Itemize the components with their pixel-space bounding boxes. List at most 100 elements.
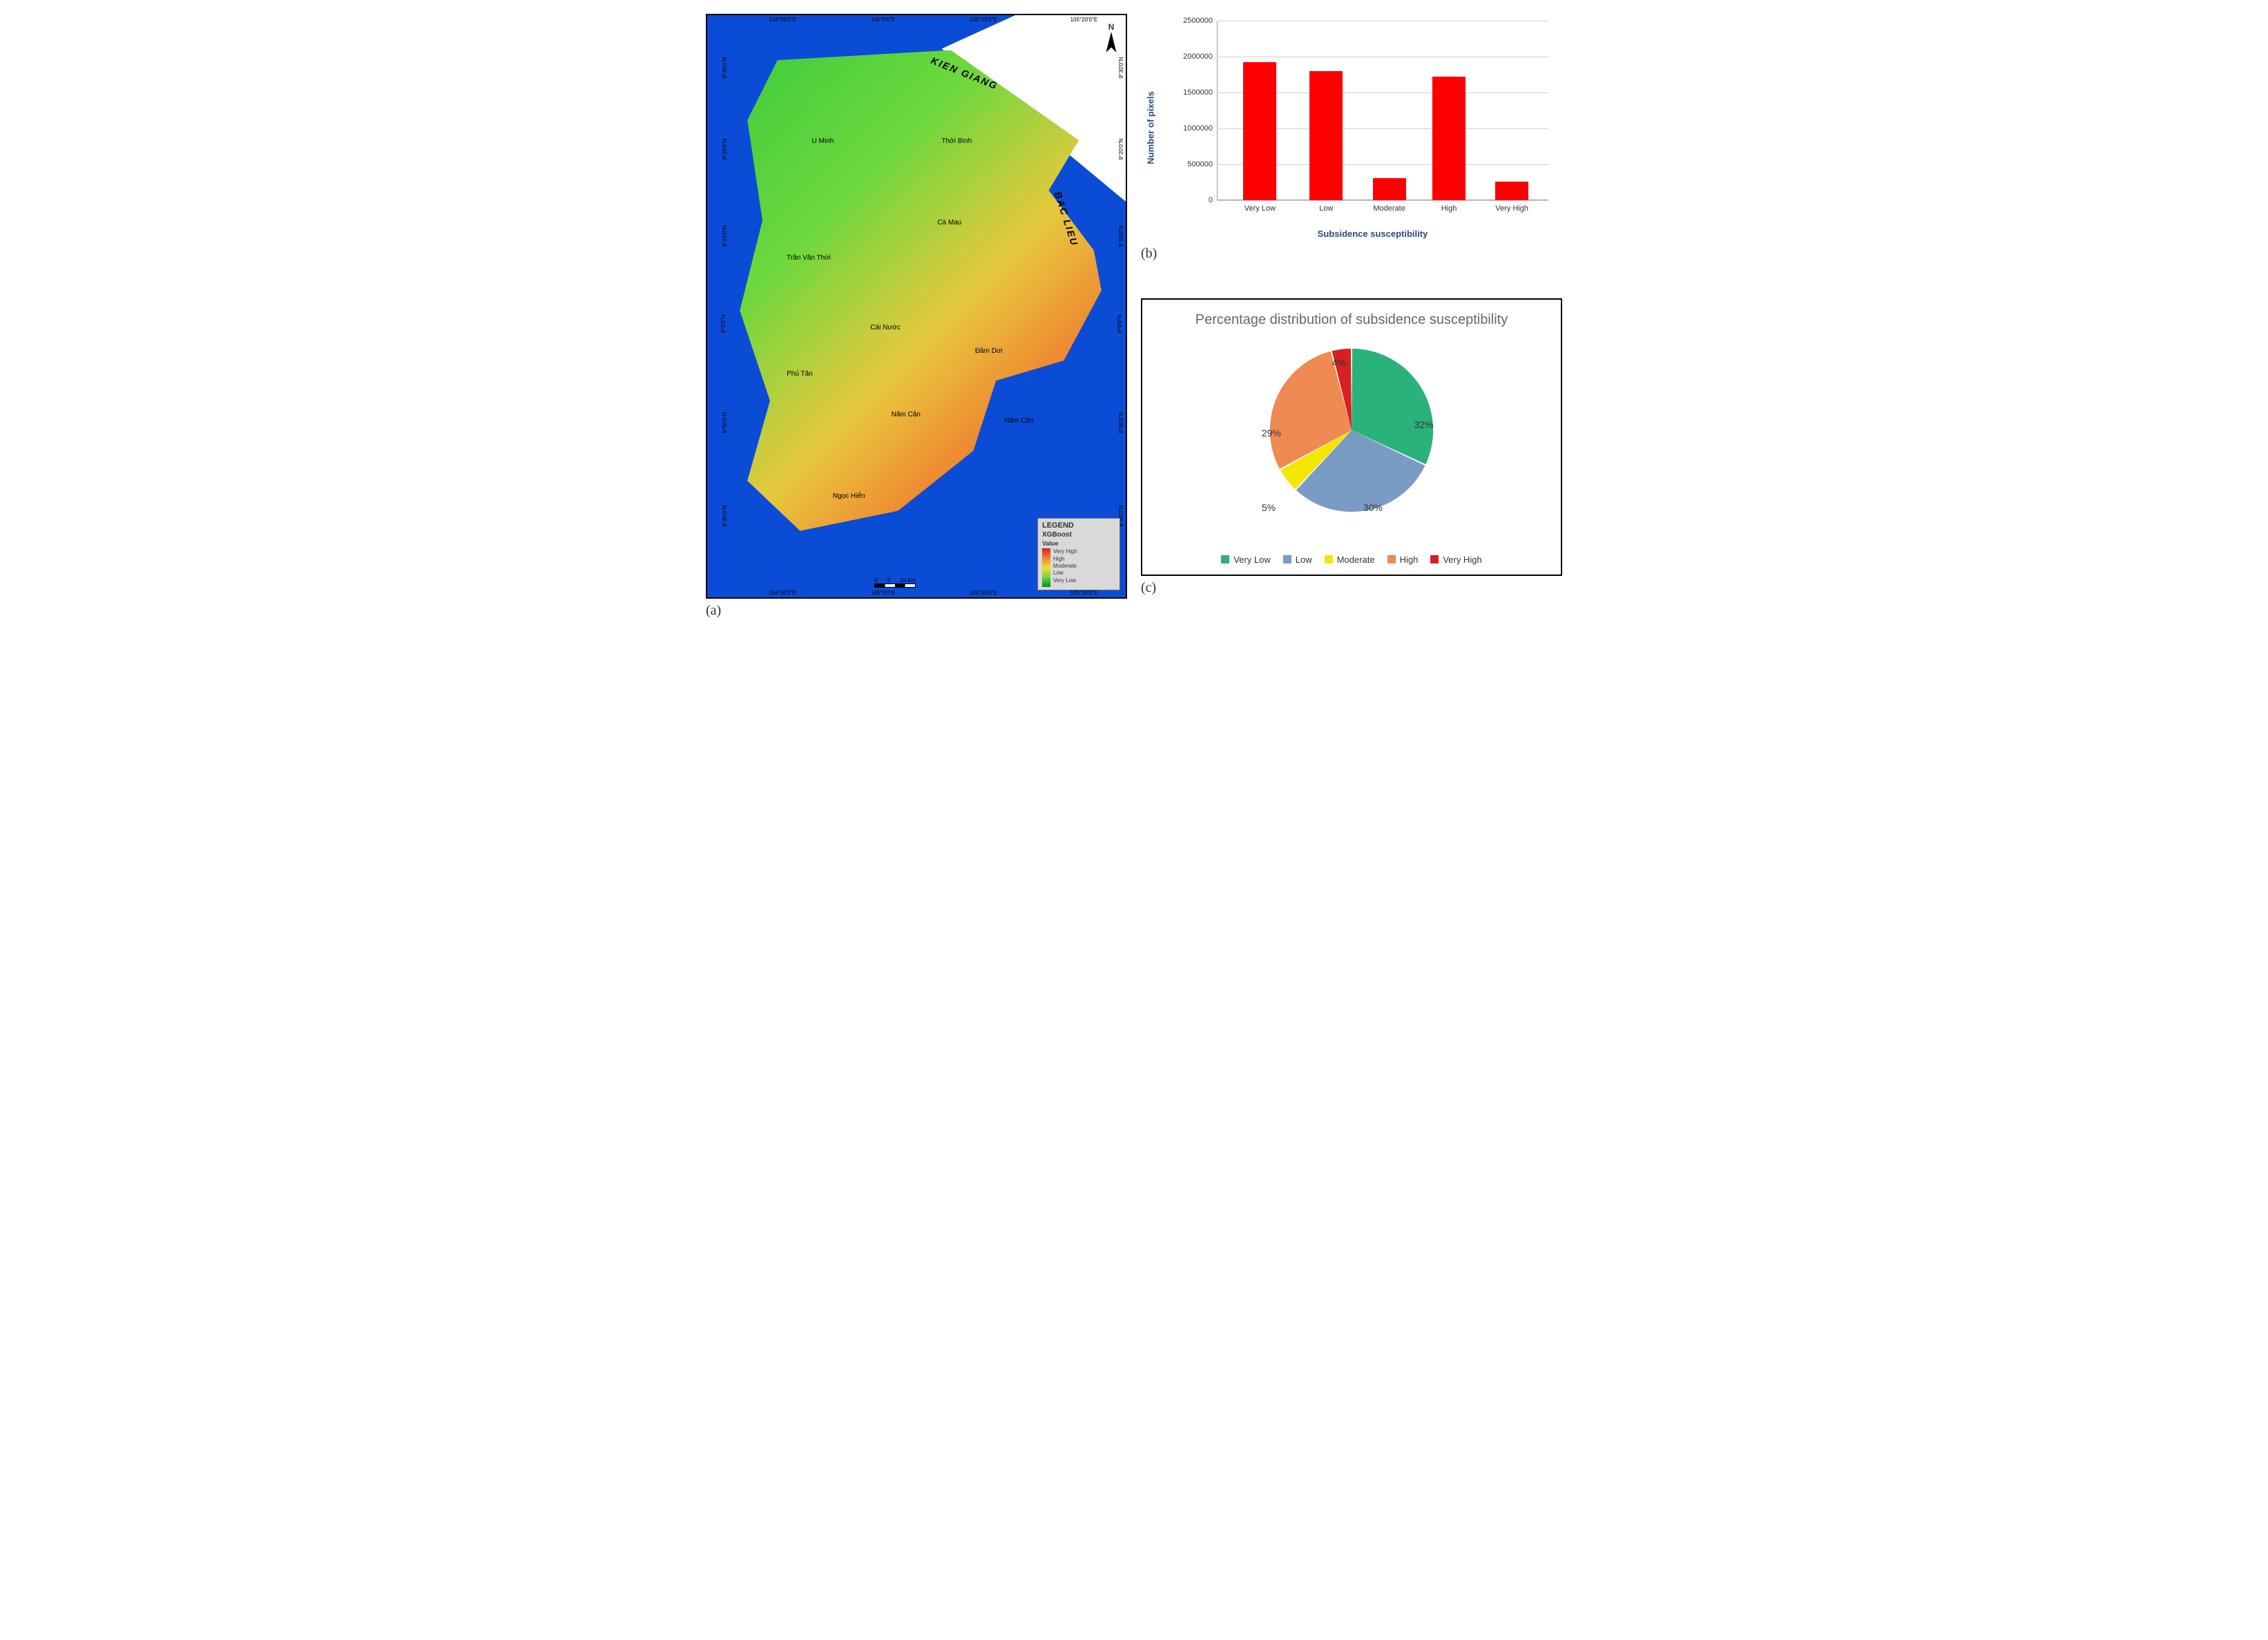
map-axis-top: 104°50'0"E 105°0'0"E 105°10'0"E 105°20'0…	[707, 17, 1126, 25]
bar-ytick: 1500000	[1183, 88, 1213, 97]
bar-xtick: High	[1441, 204, 1457, 213]
legend-swatch-icon	[1283, 555, 1291, 563]
scalebar-label: 5	[887, 577, 890, 583]
pie-pct-label: 30%	[1363, 502, 1383, 513]
pie-legend-item: Low	[1283, 554, 1312, 565]
legend-stop: Low	[1042, 570, 1115, 577]
pie-legend-label: Low	[1296, 554, 1312, 565]
legend-stop: Very High	[1042, 548, 1115, 555]
bar-chart: Number of pixels 05000001000000150000020…	[1141, 14, 1562, 242]
pie-pct-label: 29%	[1262, 427, 1281, 438]
legend-value-header: Value	[1042, 540, 1115, 547]
legend-stop: High	[1042, 556, 1115, 563]
map-legend: LEGEND XGBoost Value Very High High Mode…	[1037, 518, 1120, 590]
bar-ytick: 2500000	[1183, 17, 1213, 25]
pie-legend-label: Moderate	[1337, 554, 1375, 565]
scalebar-label: 10 Km	[900, 577, 916, 583]
map-ytick: 8°50'0"N	[722, 412, 728, 434]
legend-swatch-icon	[1221, 555, 1229, 563]
bar-ytick: 0	[1209, 196, 1213, 204]
panel-b-label: (b)	[1141, 246, 1562, 262]
bar-ytick: 500000	[1187, 160, 1213, 168]
legend-gradient-icon	[1042, 548, 1050, 587]
bar-yaxis-line	[1217, 21, 1218, 200]
map-district-label: Năm Căn	[892, 411, 921, 418]
map-frame: 104°50'0"E 105°0'0"E 105°10'0"E 105°20'0…	[706, 14, 1127, 599]
map-ytick: 9°30'0"N	[1118, 57, 1124, 78]
pie-legend-item: High	[1387, 554, 1419, 565]
bar-xtick: Very High	[1495, 204, 1528, 213]
pie-title: Percentage distribution of subsidence su…	[1156, 312, 1547, 328]
legend-swatch-icon	[1387, 555, 1396, 563]
bar-gridline	[1217, 200, 1548, 201]
map-xtick: 105°0'0"E	[871, 590, 895, 596]
bar-ytick: 2000000	[1183, 52, 1213, 61]
map-ytick: 9°20'0"N	[722, 138, 728, 160]
pie-legend: Very Low Low Moderate High Very High	[1156, 554, 1547, 565]
north-arrow-icon: N	[1104, 22, 1119, 52]
panel-c-label: (c)	[1141, 580, 1562, 596]
bar-ylabel: Number of pixels	[1146, 91, 1156, 164]
panel-a-label: (a)	[706, 603, 1127, 619]
panel-c: Percentage distribution of subsidence su…	[1141, 298, 1562, 619]
legend-swatch-icon	[1325, 555, 1333, 563]
legend-swatch-icon	[1430, 555, 1439, 563]
map-xtick: 104°50'0"E	[769, 17, 796, 23]
map-ytick: 9°10'0"N	[1118, 226, 1124, 247]
map-xtick: 105°20'0"E	[1070, 17, 1098, 23]
map-ytick: 9°30'0"N	[722, 57, 728, 78]
pie-pct-label: 5%	[1262, 502, 1276, 513]
bar-ytick: 1000000	[1183, 124, 1213, 133]
bar	[1495, 182, 1528, 200]
map-district-label: Năm Căn	[1004, 417, 1033, 425]
bar-xtick: Low	[1319, 204, 1333, 213]
map-ytick: 8°50'0"N	[1118, 412, 1124, 434]
map-district-label: Cà Mau	[937, 219, 961, 226]
panel-b: Number of pixels 05000001000000150000020…	[1141, 14, 1562, 284]
map-xtick: 104°50'0"E	[769, 590, 796, 596]
bar	[1373, 178, 1406, 200]
legend-title: LEGEND	[1042, 521, 1115, 530]
map-xtick: 105°0'0"E	[871, 17, 895, 23]
figure-grid: 104°50'0"E 105°0'0"E 105°10'0"E 105°20'0…	[706, 14, 1562, 619]
bar-xtick: Very Low	[1244, 204, 1276, 213]
pie-pct-label: 32%	[1414, 419, 1434, 430]
map-axis-right: 9°30'0"N 9°20'0"N 9°10'0"N 9°0'0"N 8°50'…	[1111, 15, 1119, 597]
map-district-label: Ngọc Hiển	[833, 492, 865, 500]
bar	[1309, 71, 1343, 200]
bar	[1432, 77, 1465, 200]
map-scalebar: 0 5 10 Km	[874, 577, 916, 588]
map-ytick: 9°10'0"N	[722, 226, 728, 247]
bar-xtick: Moderate	[1373, 204, 1405, 213]
legend-stop: Moderate	[1042, 563, 1115, 570]
pie-pct-label: 4%	[1332, 357, 1346, 368]
north-label: N	[1108, 22, 1115, 32]
map-xtick: 105°10'0"E	[970, 17, 997, 23]
pie-legend-item: Very High	[1430, 554, 1481, 565]
legend-model: XGBoost	[1042, 531, 1115, 539]
pie-legend-label: High	[1400, 554, 1419, 565]
map-axis-left: 9°30'0"N 9°20'0"N 9°10'0"N 9°0'0"N 8°50'…	[714, 15, 722, 597]
map-district-label: U Minh	[812, 137, 834, 145]
pie-panel: Percentage distribution of subsidence su…	[1141, 298, 1562, 576]
bar-xlabel: Subsidence susceptibility	[1318, 229, 1428, 239]
scalebar-label: 0	[874, 577, 877, 583]
legend-labels: Very High High Moderate Low Very Low	[1042, 548, 1115, 584]
map-district-label: Thới Bình	[941, 137, 972, 145]
pie-area: 32% 30% 5% 29% 4%	[1156, 340, 1547, 548]
map-district-label: Cái Nước	[870, 324, 900, 331]
pie-legend-label: Very Low	[1233, 554, 1270, 565]
map-ytick: 9°20'0"N	[1118, 138, 1124, 160]
panel-a: 104°50'0"E 105°0'0"E 105°10'0"E 105°20'0…	[706, 14, 1127, 619]
pie-legend-item: Very Low	[1221, 554, 1270, 565]
bar-plot-area: 05000001000000150000020000002500000Very …	[1217, 21, 1548, 200]
pie-legend-item: Moderate	[1325, 554, 1375, 565]
map-ytick: 8°40'0"N	[722, 505, 728, 527]
map-ytick: 9°0'0"N	[720, 315, 727, 334]
bar	[1243, 62, 1276, 200]
pie-legend-label: Very High	[1443, 554, 1481, 565]
map-xtick: 105°10'0"E	[970, 590, 997, 596]
map-district-label: Trần Văn Thời	[787, 254, 831, 262]
map-xtick: 105°20'0"E	[1070, 590, 1098, 596]
legend-stop: Very Low	[1042, 577, 1115, 584]
